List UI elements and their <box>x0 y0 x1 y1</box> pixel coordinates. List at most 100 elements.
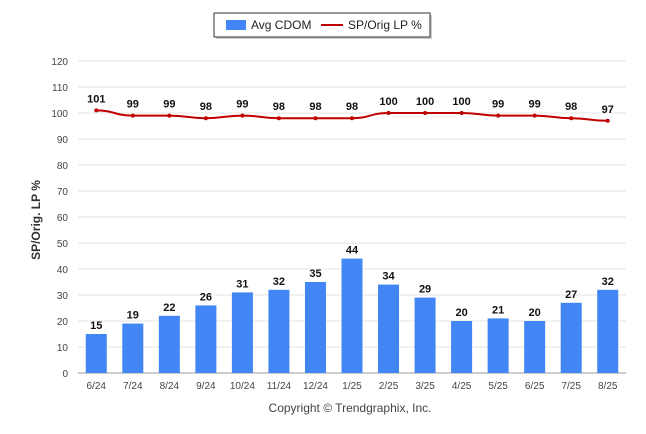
x-tick-label: 8/25 <box>598 381 618 392</box>
x-tick-label: 3/25 <box>415 381 435 392</box>
line-point <box>605 118 610 123</box>
line-point <box>532 113 537 118</box>
y-tick-label: 80 <box>57 161 69 172</box>
legend-swatch-bars <box>226 20 246 30</box>
y-axis-ticks: 0 10 20 30 40 50 60 70 80 90 100 110 120 <box>51 57 68 380</box>
bar-value-label: 35 <box>309 268 321 280</box>
line-value-label: 98 <box>565 101 577 113</box>
bar-value-label: 22 <box>163 302 175 314</box>
line-value-label: 100 <box>416 96 434 108</box>
copyright-footer: Copyright © Trendgraphix, Inc. <box>269 401 432 415</box>
line-point <box>240 113 245 118</box>
bar-value-label: 20 <box>529 307 541 319</box>
bar-value-label: 26 <box>200 291 212 303</box>
line-point <box>569 116 574 121</box>
line-value-label: 99 <box>163 99 175 111</box>
line-point <box>313 116 318 121</box>
y-tick-label: 20 <box>57 317 69 328</box>
bar-value-label: 32 <box>273 276 285 288</box>
bar <box>341 258 363 373</box>
line-point <box>459 111 464 115</box>
line-value-label: 100 <box>379 96 397 108</box>
x-tick-label: 7/24 <box>123 381 143 392</box>
x-tick-label: 5/25 <box>488 381 508 392</box>
line-point <box>350 116 354 121</box>
bar-value-label: 32 <box>602 276 614 288</box>
bar-value-label: 31 <box>236 278 248 290</box>
y-tick-label: 120 <box>51 57 68 68</box>
bar-labels: 15 19 22 26 31 32 35 44 34 29 20 21 20 27 32 <box>90 245 614 332</box>
bars <box>85 258 619 373</box>
line-value-label: 99 <box>529 99 541 111</box>
bar <box>524 321 546 373</box>
bar-value-label: 29 <box>419 284 431 296</box>
y-tick-label: 40 <box>57 265 69 276</box>
x-tick-label: 6/24 <box>87 381 107 392</box>
bar-value-label: 21 <box>492 304 504 316</box>
bar <box>414 297 436 373</box>
y-tick-label: 0 <box>62 369 68 380</box>
bar <box>487 318 509 373</box>
x-tick-label: 10/24 <box>230 381 255 392</box>
bar <box>231 292 253 373</box>
bar <box>597 289 619 373</box>
y-tick-label: 10 <box>57 343 69 354</box>
line-point <box>423 111 428 115</box>
x-tick-label: 7/25 <box>561 381 581 392</box>
legend-label-line: SP/Orig LP % <box>348 18 422 32</box>
bar <box>268 289 290 373</box>
line-point <box>167 113 172 118</box>
line-point <box>203 116 208 121</box>
bar-value-label: 44 <box>346 245 359 257</box>
bar <box>451 321 473 373</box>
bar <box>195 305 217 373</box>
bar <box>378 284 400 373</box>
line-point <box>386 111 391 115</box>
bar <box>85 334 107 373</box>
line-value-label: 101 <box>87 93 105 105</box>
line-point <box>496 113 501 118</box>
x-tick-label: 2/25 <box>379 381 399 392</box>
bar <box>304 282 326 373</box>
line-value-label: 99 <box>127 99 139 111</box>
line-labels: 101 99 99 98 99 98 98 98 100 100 100 99 99 98 97 <box>87 93 614 115</box>
y-tick-label: 70 <box>57 187 69 198</box>
bar-value-label: 27 <box>565 289 577 301</box>
line-value-label: 99 <box>492 99 504 111</box>
line-point <box>94 108 99 113</box>
x-tick-label: 11/24 <box>267 381 292 392</box>
line-value-label: 99 <box>236 99 248 111</box>
y-tick-label: 30 <box>57 291 69 302</box>
x-tick-label: 8/24 <box>160 381 180 392</box>
y-tick-label: 110 <box>52 83 68 94</box>
bar <box>122 323 144 373</box>
x-tick-label: 1/25 <box>342 381 362 392</box>
bar <box>560 302 582 373</box>
x-axis-ticks: 6/24 7/24 8/24 9/24 10/24 11/24 12/24 1/25 2/25 3… <box>87 381 618 392</box>
line-value-label: 98 <box>273 101 285 113</box>
legend-label-bars: Avg CDOM <box>251 18 311 32</box>
x-tick-label: 9/24 <box>196 381 216 392</box>
line-value-label: 98 <box>200 101 212 113</box>
bar-value-label: 20 <box>455 307 467 319</box>
line-value-label: 97 <box>602 104 614 116</box>
line-point <box>130 113 135 118</box>
y-tick-label: 100 <box>51 109 68 120</box>
bar <box>158 315 180 373</box>
x-tick-label: 4/25 <box>452 381 472 392</box>
y-tick-label: 90 <box>57 135 69 146</box>
x-tick-label: 12/24 <box>303 381 328 392</box>
bar-value-label: 19 <box>127 310 139 322</box>
line-series <box>94 108 610 123</box>
y-axis-label: SP/Orig. LP % <box>29 180 43 260</box>
y-tick-label: 60 <box>57 213 69 224</box>
bar-value-label: 15 <box>90 320 102 332</box>
line-value-label: 98 <box>309 101 321 113</box>
line-value-label: 98 <box>346 101 358 113</box>
bar-value-label: 34 <box>382 271 395 283</box>
line-value-label: 100 <box>452 96 470 108</box>
line-point <box>276 116 281 121</box>
x-tick-label: 6/25 <box>525 381 545 392</box>
y-tick-label: 50 <box>57 239 69 250</box>
legend: Avg CDOM SP/Orig LP % <box>213 12 432 39</box>
